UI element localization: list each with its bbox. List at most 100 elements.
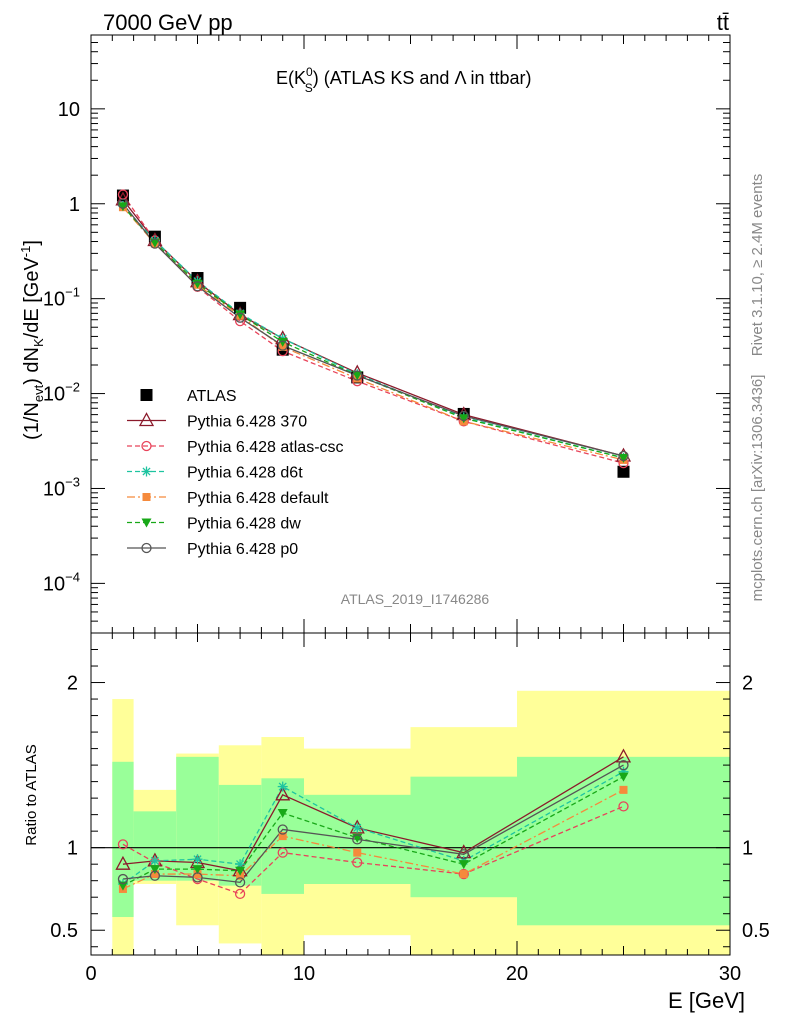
- point-pythia-6-428-p0: [277, 340, 288, 351]
- ratio-point-pythia-6-428-default: [619, 785, 628, 794]
- ratio-point-pythia-6-428-atlas-csc: [277, 847, 288, 858]
- title-sup: 0: [306, 65, 313, 79]
- ratio-y-tick-label-left: 0.5: [50, 920, 78, 942]
- ylabel-b: ) dN: [21, 347, 43, 385]
- title-rest: ) (ATLAS KS and Λ in ttbar): [313, 68, 532, 88]
- ratio-point-pythia-6-428-dw: [117, 881, 128, 891]
- ylabel-a-sub: evt: [31, 384, 46, 402]
- legend-marker-pythia-6-428-370: [138, 412, 155, 427]
- ratio-point-pythia-6-428-d6t: [149, 855, 160, 866]
- rivet-label: Rivet 3.1.10, ≥ 2.4M events: [749, 174, 766, 357]
- ratio-y-tick-label-right: 2: [742, 673, 753, 695]
- ylabel-a: (1/N: [21, 402, 43, 440]
- ratio-point-pythia-6-428-dw: [458, 860, 469, 870]
- main-title: E(K0 S) (ATLAS KS and Λ in ttbar): [276, 65, 532, 95]
- ratio-point-pythia-6-428-default: [353, 848, 362, 857]
- ratio-point-pythia-6-428-default: [278, 832, 287, 841]
- y-tick-label: 10−3: [43, 474, 80, 500]
- ratio-point-pythia-6-428-p0: [149, 870, 161, 881]
- y-tick-label-exp: −3: [65, 474, 80, 489]
- ratio-point-pythia-6-428-dw: [235, 866, 246, 876]
- legend-marker-pythia-6-428-default: [142, 493, 151, 501]
- main-plot-marks: [115, 189, 632, 478]
- ratio-point-pythia-6-428-370: [615, 748, 632, 763]
- ratio-point-pythia-6-428-p0: [618, 759, 629, 771]
- green-band: [517, 756, 730, 926]
- ratio-point-pythia-6-428-d6t-stroke: [193, 855, 202, 864]
- series-line-pythia-6-428-default: [122, 206, 624, 461]
- ratio-point-pythia-6-428-dw: [149, 865, 160, 875]
- point-pythia-6-428-dw: [618, 453, 629, 463]
- ratio-point-pythia-6-428-dw: [618, 772, 629, 782]
- ratio-point-pythia-6-428-dw: [277, 808, 288, 818]
- ratio-point-pythia-6-428-d6t: [277, 781, 288, 792]
- legend-label-atlas: ATLAS: [187, 388, 237, 405]
- y-tick-label: 10−4: [43, 569, 80, 595]
- series-line-pythia-6-428-p0: [122, 203, 624, 457]
- ratio-point-pythia-6-428-d6t: [235, 859, 246, 870]
- ratio-point-pythia-6-428-p0: [352, 834, 363, 845]
- legend-marker-pythia-6-428-atlas-csc: [141, 440, 152, 452]
- y-tick-label: 10−2: [43, 380, 80, 406]
- legend: ATLAS Pythia 6.428 370 Pythia 6.428 atlas-…: [127, 388, 344, 558]
- ratio-point-pythia-6-428-d6t-stroke: [150, 856, 159, 865]
- x-tick-label: 20: [506, 963, 528, 985]
- ratio-panel: 0 10 20 300.5 0.51 12 2 Ratio to ATLAS E [GeV]: [23, 632, 770, 1013]
- y-tick-label-exp: −2: [65, 380, 80, 395]
- ratio-point-pythia-6-428-d6t-stroke: [353, 823, 362, 832]
- point-pythia-6-428-p0: [352, 370, 363, 381]
- ylabel-b-sub: K: [31, 338, 46, 347]
- ratio-point-pythia-6-428-d6t: [192, 854, 203, 865]
- ratio-point-pythia-6-428-dw: [192, 865, 203, 875]
- ratio-line-pythia-6-428-dw: [122, 776, 624, 887]
- series-line-pythia-6-428-dw: [122, 205, 624, 459]
- y-tick-label-exp: −1: [65, 285, 80, 300]
- x-axis-label: E [GeV]: [668, 988, 745, 1013]
- ratio-line-pythia-6-428-d6t: [122, 771, 624, 885]
- ratio-point-pythia-6-428-atlas-csc: [618, 801, 629, 812]
- x-tick-label: 30: [719, 963, 741, 985]
- header-left: 7000 GeV pp: [103, 10, 233, 35]
- legend-label-pythia-6-428-p0: Pythia 6.428 p0: [187, 541, 298, 558]
- mcplots-label: mcplots.cern.ch [arXiv:1306.3436]: [749, 375, 766, 602]
- ratio-line-pythia-6-428-370: [122, 756, 624, 872]
- ratio-point-pythia-6-428-d6t-stroke: [278, 782, 287, 791]
- legend-label-pythia-6-428-default: Pythia 6.428 default: [187, 490, 329, 507]
- ratio-point-pythia-6-428-default: [459, 870, 468, 879]
- legend-label-pythia-6-428-atlas-csc: Pythia 6.428 atlas-csc: [187, 439, 344, 456]
- ratio-point-pythia-6-428-d6t: [352, 822, 363, 833]
- point-atlas: [617, 465, 630, 478]
- ratio-point-pythia-6-428-370: [275, 786, 291, 801]
- legend-label-pythia-6-428-370: Pythia 6.428 370: [187, 414, 307, 431]
- y-tick-label: 1: [69, 194, 80, 216]
- ratio-uncertainty-bands: [112, 690, 730, 955]
- ratio-y-tick-label-right: 0.5: [742, 920, 770, 942]
- title-sub: S: [305, 81, 313, 95]
- ratio-point-pythia-6-428-p0: [277, 824, 288, 835]
- ratio-point-pythia-6-428-atlas-csc: [352, 857, 363, 868]
- y-tick-label-base: 10: [43, 384, 65, 406]
- ratio-line-pythia-6-428-atlas-csc: [122, 805, 624, 895]
- point-pythia-6-428-dw: [352, 371, 363, 381]
- ylabel-c-sup: -1: [18, 246, 33, 258]
- legend-marker-atlas: [140, 389, 153, 401]
- ratio-line-pythia-6-428-p0: [122, 764, 624, 884]
- legend-marker-pythia-6-428-d6t: [141, 466, 152, 477]
- ratio-ylabel: Ratio to ATLAS: [23, 744, 40, 845]
- legend-label-pythia-6-428-d6t: Pythia 6.428 d6t: [187, 465, 303, 482]
- y-tick-label-base: 10: [43, 478, 65, 500]
- point-pythia-6-428-dw: [235, 310, 246, 320]
- y-tick-label: 10: [58, 99, 80, 121]
- watermark: ATLAS_2019_I1746286: [341, 591, 490, 607]
- ratio-point-pythia-6-428-atlas-csc: [117, 839, 129, 850]
- point-pythia-6-428-dw: [149, 238, 160, 248]
- point-pythia-6-428-p0: [234, 312, 246, 323]
- point-pythia-6-428-dw: [458, 414, 469, 424]
- legend-marker-pythia-6-428-d6t-stroke: [142, 467, 151, 476]
- point-pythia-6-428-dw: [277, 337, 288, 347]
- ratio-y-tick-label-left: 1: [67, 838, 78, 860]
- ratio-point-pythia-6-428-p0: [234, 877, 246, 888]
- ratio-point-pythia-6-428-p0: [458, 849, 469, 860]
